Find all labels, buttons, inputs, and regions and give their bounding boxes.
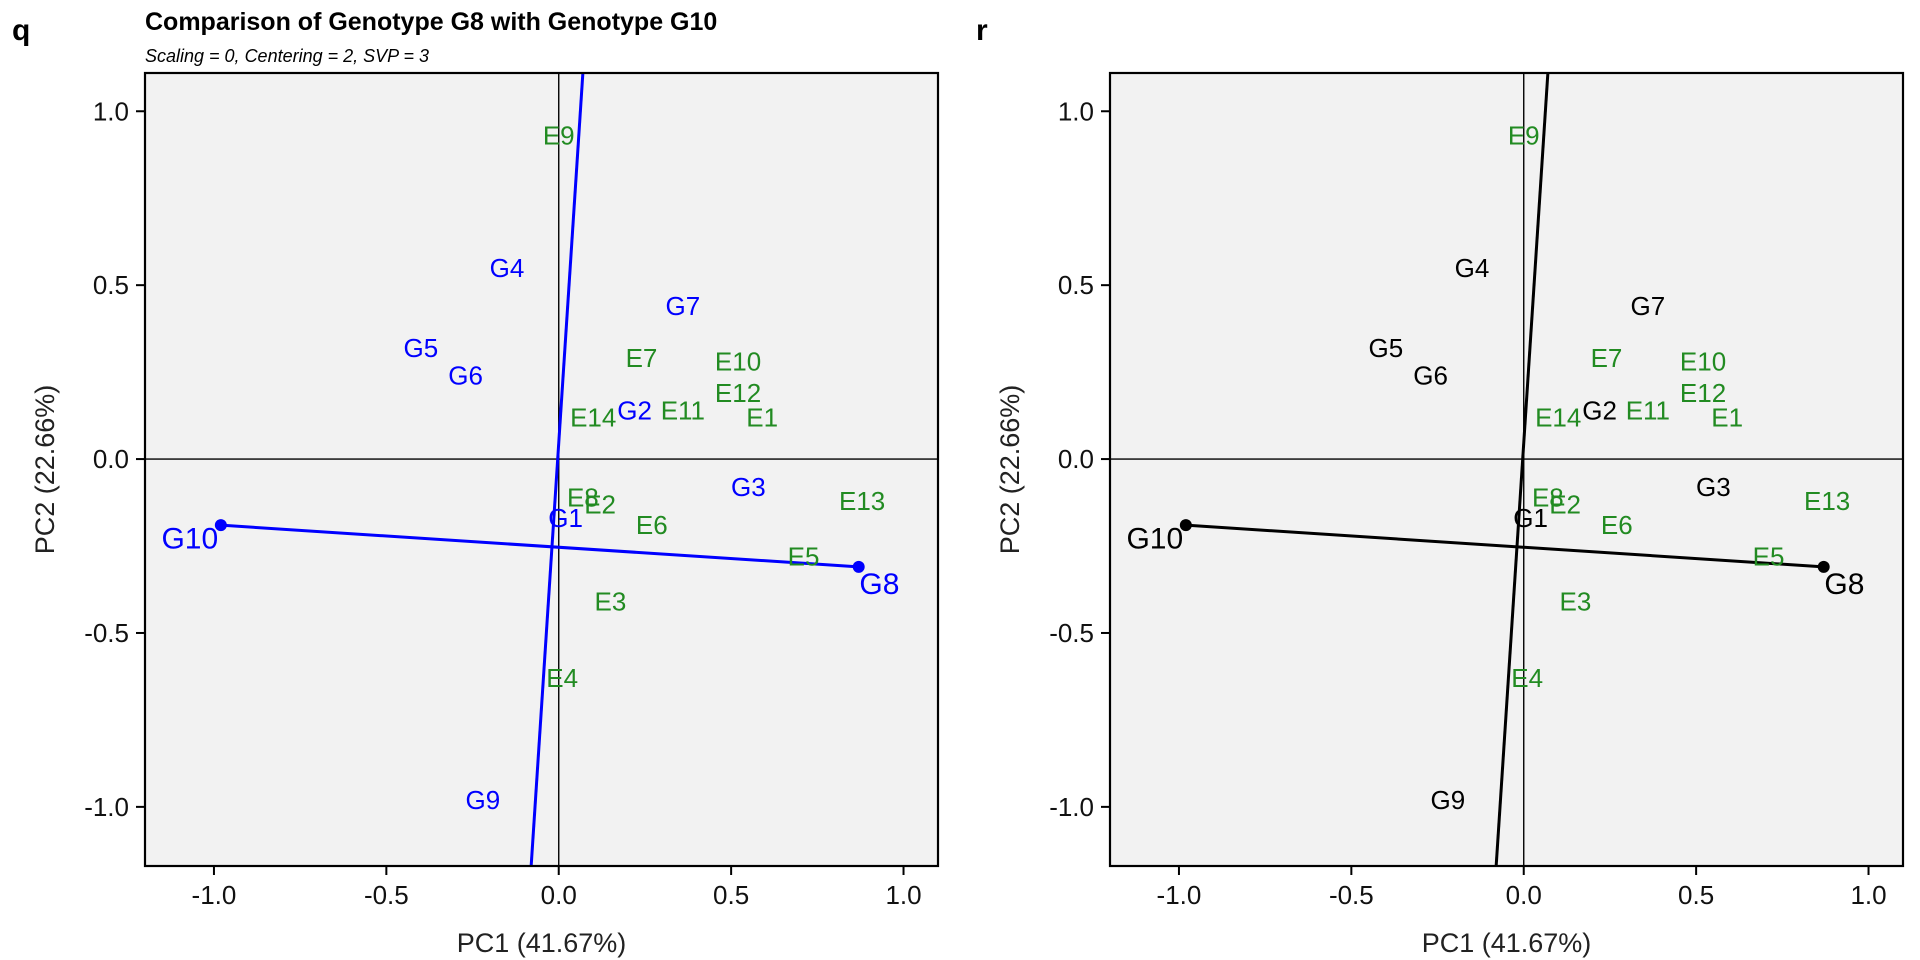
env-label-e14: E14 (570, 402, 616, 432)
y-tick-label: 0.5 (1058, 270, 1094, 300)
x-tick-label: -1.0 (192, 880, 237, 910)
genotype-label-g3: G3 (731, 472, 766, 502)
plot-frame-q (143, 71, 940, 868)
x-tick-label: -0.5 (364, 880, 409, 910)
comparison-line (1185, 523, 1824, 569)
x-tick-label: 0.5 (713, 880, 749, 910)
genotype-label-g4: G4 (490, 253, 525, 283)
y-axis-label: PC2 (22.66%) (995, 385, 1025, 555)
env-label-e13: E13 (1804, 486, 1850, 516)
env-label-e10: E10 (715, 347, 761, 377)
genotype-label-g7: G7 (1631, 291, 1666, 321)
y-tick-label: 1.0 (1058, 96, 1094, 126)
genotype-label-g8: G8 (859, 568, 899, 601)
x-tick-label: -0.5 (1329, 880, 1374, 910)
figure-title: Comparison of Genotype G8 with Genotype … (145, 8, 717, 36)
env-label-e1: E1 (1711, 402, 1743, 432)
env-label-e2: E2 (1549, 489, 1581, 519)
genotype-label-g9: G9 (1431, 785, 1466, 815)
y-tick-label: -0.5 (84, 618, 129, 648)
x-tick-label: 1.0 (885, 880, 921, 910)
comparison-endpoint-g10 (214, 519, 227, 532)
env-label-e8: E8 (567, 482, 599, 512)
genotype-label-g9: G9 (466, 785, 501, 815)
x-tick-label: 0.5 (1678, 880, 1714, 910)
y-tick-label: 0.0 (93, 444, 129, 474)
env-label-e11: E11 (661, 395, 705, 425)
y-axis-label: PC2 (22.66%) (30, 385, 60, 555)
env-label-e3: E3 (595, 587, 627, 617)
genotype-label-g2: G2 (1582, 395, 1617, 425)
env-label-e12: E12 (1680, 378, 1726, 408)
env-label-e5: E5 (1753, 541, 1785, 571)
genotype-label-g5: G5 (1368, 333, 1403, 363)
perpendicular-line (1494, 72, 1550, 867)
plot-area-q (145, 73, 938, 866)
env-label-e2: E2 (584, 489, 616, 519)
y-tick-label: -1.0 (84, 792, 129, 822)
genotype-label-g2: G2 (617, 395, 652, 425)
genotype-label-g10: G10 (1126, 523, 1183, 556)
env-label-e6: E6 (636, 510, 668, 540)
env-label-e8: E8 (1532, 482, 1564, 512)
genotype-label-g5: G5 (403, 333, 438, 363)
panel-letter-q: q (12, 14, 30, 47)
env-label-e12: E12 (715, 378, 761, 408)
comparison-endpoint-g8 (852, 560, 865, 573)
genotype-label-g3: G3 (1696, 472, 1731, 502)
env-label-e5: E5 (788, 541, 820, 571)
comparison-endpoint-g10 (1179, 519, 1192, 532)
env-label-e7: E7 (626, 343, 658, 373)
genotype-label-g6: G6 (448, 361, 483, 391)
env-label-e11: E11 (1626, 395, 1670, 425)
x-tick-label: -1.0 (1157, 880, 1202, 910)
env-label-e1: E1 (746, 402, 778, 432)
x-tick-label: 0.0 (541, 880, 577, 910)
genotype-label-g6: G6 (1413, 361, 1448, 391)
genotype-label-g7: G7 (666, 291, 701, 321)
genotype-label-g1: G1 (1513, 503, 1548, 533)
x-tick-label: 0.0 (1506, 880, 1542, 910)
x-axis-label: PC1 (41.67%) (457, 928, 627, 958)
biplot-panel-q: E1 E2 E3 E4 E5 E6 E7 E8 E9 E10 E11 E12 E13 E14 G1 G2 G3 G… (30, 71, 940, 958)
comparison-line (220, 523, 859, 569)
env-label-e4: E4 (546, 663, 578, 693)
env-label-e4: E4 (1511, 663, 1543, 693)
genotype-label-g1: G1 (548, 503, 583, 533)
comparison-endpoint-g8 (1817, 560, 1830, 573)
env-label-e9: E9 (543, 121, 575, 151)
perpendicular-line (529, 72, 585, 867)
y-tick-label: 1.0 (93, 96, 129, 126)
figure-subtitle: Scaling = 0, Centering = 2, SVP = 3 (145, 46, 429, 66)
plot-area-r (1110, 73, 1903, 866)
y-tick-label: 0.0 (1058, 444, 1094, 474)
y-tick-label: -1.0 (1049, 792, 1094, 822)
x-axis-label: PC1 (41.67%) (1422, 928, 1592, 958)
env-label-e14: E14 (1535, 402, 1581, 432)
env-label-e13: E13 (839, 486, 885, 516)
y-tick-label: -0.5 (1049, 618, 1094, 648)
y-tick-label: 0.5 (93, 270, 129, 300)
biplot-panel-r: E1 E2 E3 E4 E5 E6 E7 E8 E9 E10 E11 E12 E13 E14 G1 G2 G3 G… (995, 71, 1905, 958)
env-label-e10: E10 (1680, 347, 1726, 377)
genotype-label-g8: G8 (1824, 568, 1864, 601)
panel-letter-r: r (976, 14, 988, 47)
plot-frame-r (1108, 71, 1905, 868)
genotype-label-g4: G4 (1455, 253, 1490, 283)
env-label-e3: E3 (1560, 587, 1592, 617)
env-label-e6: E6 (1601, 510, 1633, 540)
x-tick-label: 1.0 (1850, 880, 1886, 910)
env-label-e7: E7 (1591, 343, 1623, 373)
genotype-label-g10: G10 (161, 523, 218, 556)
env-label-e9: E9 (1508, 121, 1540, 151)
